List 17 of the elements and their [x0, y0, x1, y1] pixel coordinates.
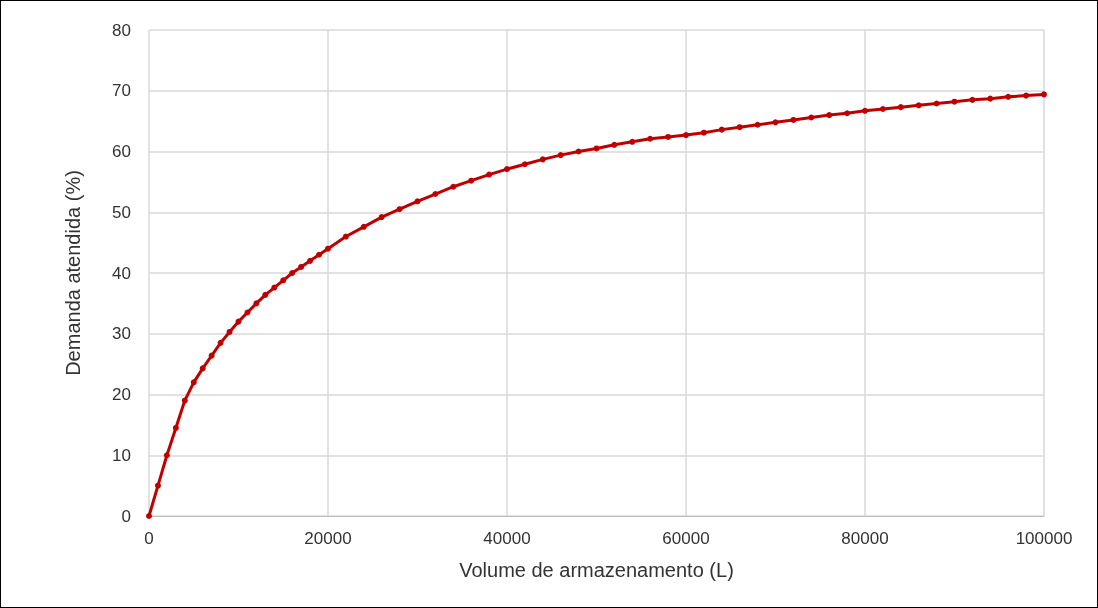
x-axis-title: Volume de armazenamento (L): [459, 559, 734, 581]
y-tick-label: 20: [112, 385, 131, 404]
x-tick-label: 0: [144, 529, 154, 548]
y-tick-label: 40: [112, 263, 131, 283]
x-tick-label: 80000: [841, 529, 889, 548]
x-tick-label: 100000: [1015, 529, 1073, 548]
y-tick-label: 0: [121, 506, 131, 526]
x-tick-label: 60000: [662, 529, 710, 548]
x-tick-label: 20000: [304, 529, 352, 548]
y-tick-label: 30: [112, 324, 131, 344]
y-tick-label: 50: [112, 202, 131, 222]
y-tick-label: 10: [112, 445, 131, 465]
y-tick-label: 80: [112, 20, 131, 40]
y-axis-title: Demanda atendida (%): [62, 170, 84, 376]
y-tick-label: 70: [112, 81, 131, 101]
y-tick-label: 60: [112, 142, 131, 161]
x-tick-label: 40000: [483, 529, 531, 548]
